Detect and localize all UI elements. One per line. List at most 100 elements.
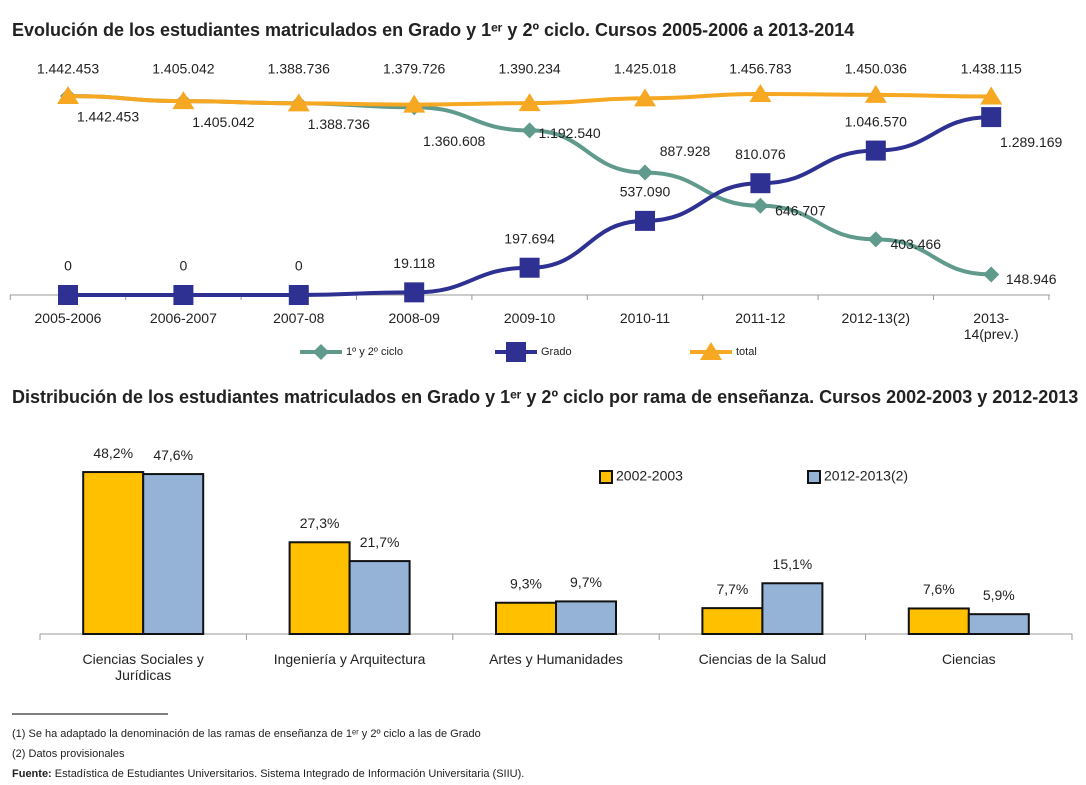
bar bbox=[701, 607, 764, 635]
data-label: 19.118 bbox=[393, 255, 435, 271]
data-label: 0 bbox=[295, 258, 303, 274]
legend-swatch bbox=[599, 470, 613, 484]
data-label: 0 bbox=[64, 258, 72, 274]
legend-swatch bbox=[807, 470, 821, 484]
bar bbox=[555, 600, 617, 636]
bar bbox=[761, 582, 824, 635]
footnote: (2) Datos provisionales bbox=[12, 748, 125, 760]
marker bbox=[404, 282, 425, 303]
legend-label: 1º y 2º ciclo bbox=[346, 346, 403, 358]
x-tick-label: Ciencias bbox=[941, 651, 996, 667]
marker bbox=[865, 140, 886, 161]
data-label: 1.388.736 bbox=[268, 61, 330, 77]
x-tick-label: 2005-2006 bbox=[34, 310, 102, 326]
data-label: 48,2% bbox=[93, 445, 133, 461]
data-label: 810.076 bbox=[735, 146, 786, 162]
marker bbox=[172, 91, 195, 110]
legend-label: 2012-2013(2) bbox=[824, 468, 908, 484]
data-label: 1.450.036 bbox=[845, 61, 907, 77]
data-label: 1.438.115 bbox=[961, 61, 1022, 77]
marker bbox=[506, 342, 526, 362]
marker bbox=[519, 257, 540, 278]
data-label: 1.442.453 bbox=[77, 109, 139, 125]
marker bbox=[313, 344, 329, 360]
data-label: 1.425.018 bbox=[614, 61, 676, 77]
x-tick-label: 2006-2007 bbox=[149, 310, 217, 326]
marker bbox=[287, 93, 310, 112]
bar bbox=[907, 607, 970, 635]
data-label: 887.928 bbox=[660, 143, 711, 159]
marker bbox=[752, 197, 769, 214]
source-label: Fuente: bbox=[12, 768, 52, 780]
data-label: 1.360.608 bbox=[423, 133, 485, 149]
x-tick-label: Ingeniería y Arquitectura bbox=[273, 651, 426, 667]
legend-label: 2002-2003 bbox=[616, 468, 683, 484]
x-tick-label: Artes y Humanidades bbox=[489, 651, 623, 667]
x-tick-label: Ciencias de la Salud bbox=[698, 651, 827, 667]
x-tick-label: 2012-13(2) bbox=[841, 310, 911, 326]
chart2-title: Distribución de los estudiantes matricul… bbox=[12, 387, 1079, 407]
data-label: 1.192.540 bbox=[538, 125, 600, 141]
marker bbox=[288, 285, 309, 305]
marker bbox=[980, 86, 1003, 105]
marker bbox=[403, 94, 426, 113]
bar bbox=[288, 541, 351, 635]
marker bbox=[635, 210, 655, 231]
chart1-title: Evolución de los estudiantes matriculado… bbox=[12, 20, 855, 40]
marker bbox=[637, 164, 653, 181]
marker bbox=[983, 266, 1000, 283]
data-label: 1.456.783 bbox=[729, 61, 791, 77]
marker bbox=[867, 231, 884, 248]
data-label: 1.046.570 bbox=[845, 113, 907, 129]
marker bbox=[634, 88, 656, 107]
bar bbox=[142, 473, 205, 635]
source-text: Estadística de Estudiantes Universitario… bbox=[54, 768, 525, 780]
x-tick-label: 2008-09 bbox=[388, 310, 440, 326]
data-label: 1.405.042 bbox=[192, 114, 254, 130]
marker bbox=[521, 122, 538, 139]
x-tick-label: Ciencias Sociales y Jurídicas bbox=[82, 651, 204, 683]
bar bbox=[348, 560, 411, 636]
source: Fuente: Estadística de Estudiantes Unive… bbox=[12, 768, 524, 780]
marker bbox=[58, 285, 78, 305]
marker bbox=[749, 83, 772, 102]
bar bbox=[82, 471, 145, 635]
data-label: 1.289.169 bbox=[1000, 134, 1062, 150]
marker bbox=[57, 85, 79, 104]
data-label: 1.390.234 bbox=[498, 61, 560, 77]
data-label: 1.388.736 bbox=[308, 116, 370, 132]
legend-label: total bbox=[736, 346, 757, 358]
data-label: 47,6% bbox=[153, 447, 193, 463]
data-label: 15,1% bbox=[773, 556, 813, 572]
data-label: 9,7% bbox=[570, 574, 602, 590]
x-tick-label: 2007-08 bbox=[273, 310, 325, 326]
marker bbox=[700, 342, 722, 360]
x-tick-label: 2011-12 bbox=[735, 310, 786, 326]
marker bbox=[173, 285, 194, 305]
series-line bbox=[68, 115, 992, 297]
data-label: 1.379.726 bbox=[383, 61, 445, 77]
legend-label: Grado bbox=[541, 346, 572, 358]
data-label: 27,3% bbox=[300, 515, 340, 531]
data-label: 0 bbox=[180, 258, 188, 274]
data-label: 197.694 bbox=[504, 230, 555, 246]
data-label: 9,3% bbox=[510, 575, 542, 591]
data-label: 403.466 bbox=[890, 236, 941, 252]
data-label: 148.946 bbox=[1006, 271, 1057, 287]
data-label: 1.405.042 bbox=[152, 61, 214, 77]
marker bbox=[750, 173, 771, 194]
data-label: 646.707 bbox=[775, 202, 826, 218]
x-tick-label: 2013-14(prev.) bbox=[963, 310, 1019, 342]
marker bbox=[518, 93, 541, 112]
footnote: (1) Se ha adaptado la denominación de la… bbox=[12, 728, 481, 740]
data-label: 5,9% bbox=[983, 587, 1015, 603]
marker bbox=[864, 84, 887, 103]
data-label: 537.090 bbox=[620, 184, 671, 200]
data-label: 7,6% bbox=[923, 581, 955, 597]
x-tick-label: 2009-10 bbox=[503, 310, 556, 326]
bar bbox=[967, 613, 1030, 636]
data-label: 21,7% bbox=[360, 534, 400, 550]
data-label: 7,7% bbox=[716, 581, 748, 597]
